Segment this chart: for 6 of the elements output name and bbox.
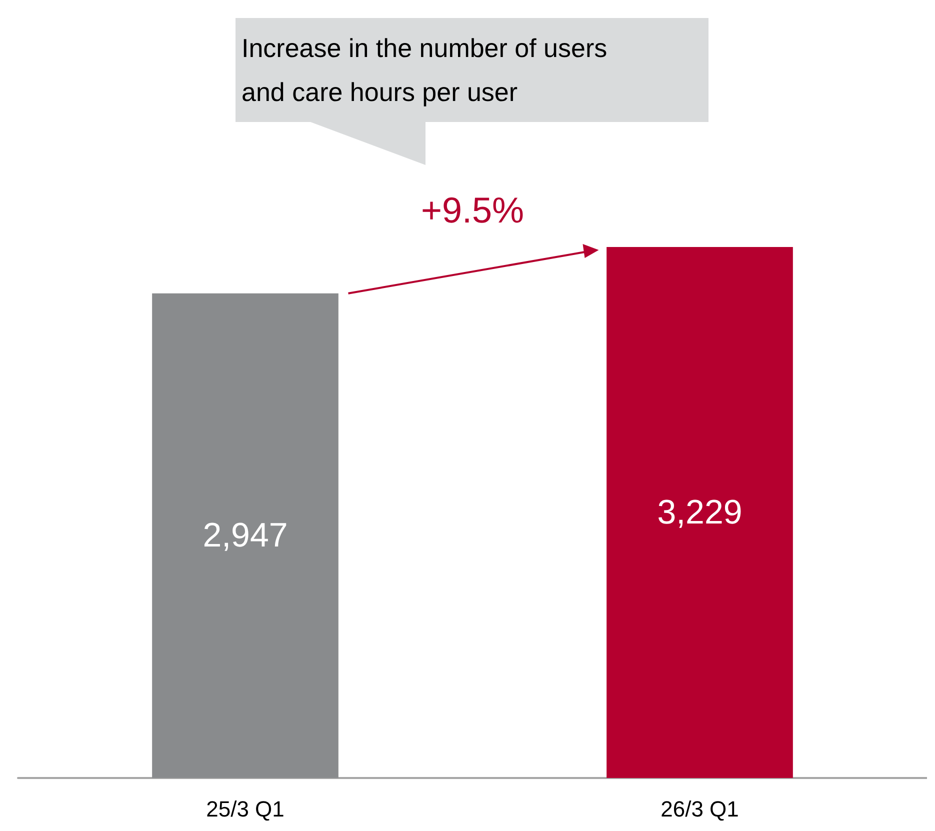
data-label: 3,229 (657, 494, 742, 532)
data-label: 2,947 (202, 516, 288, 555)
x-tick-label: 25/3 Q1 (206, 796, 284, 822)
x-tick-label: 26/3 Q1 (660, 796, 739, 822)
text: +9.5% (420, 190, 524, 230)
text: Increase in the number of users and care hours per user (242, 33, 608, 107)
